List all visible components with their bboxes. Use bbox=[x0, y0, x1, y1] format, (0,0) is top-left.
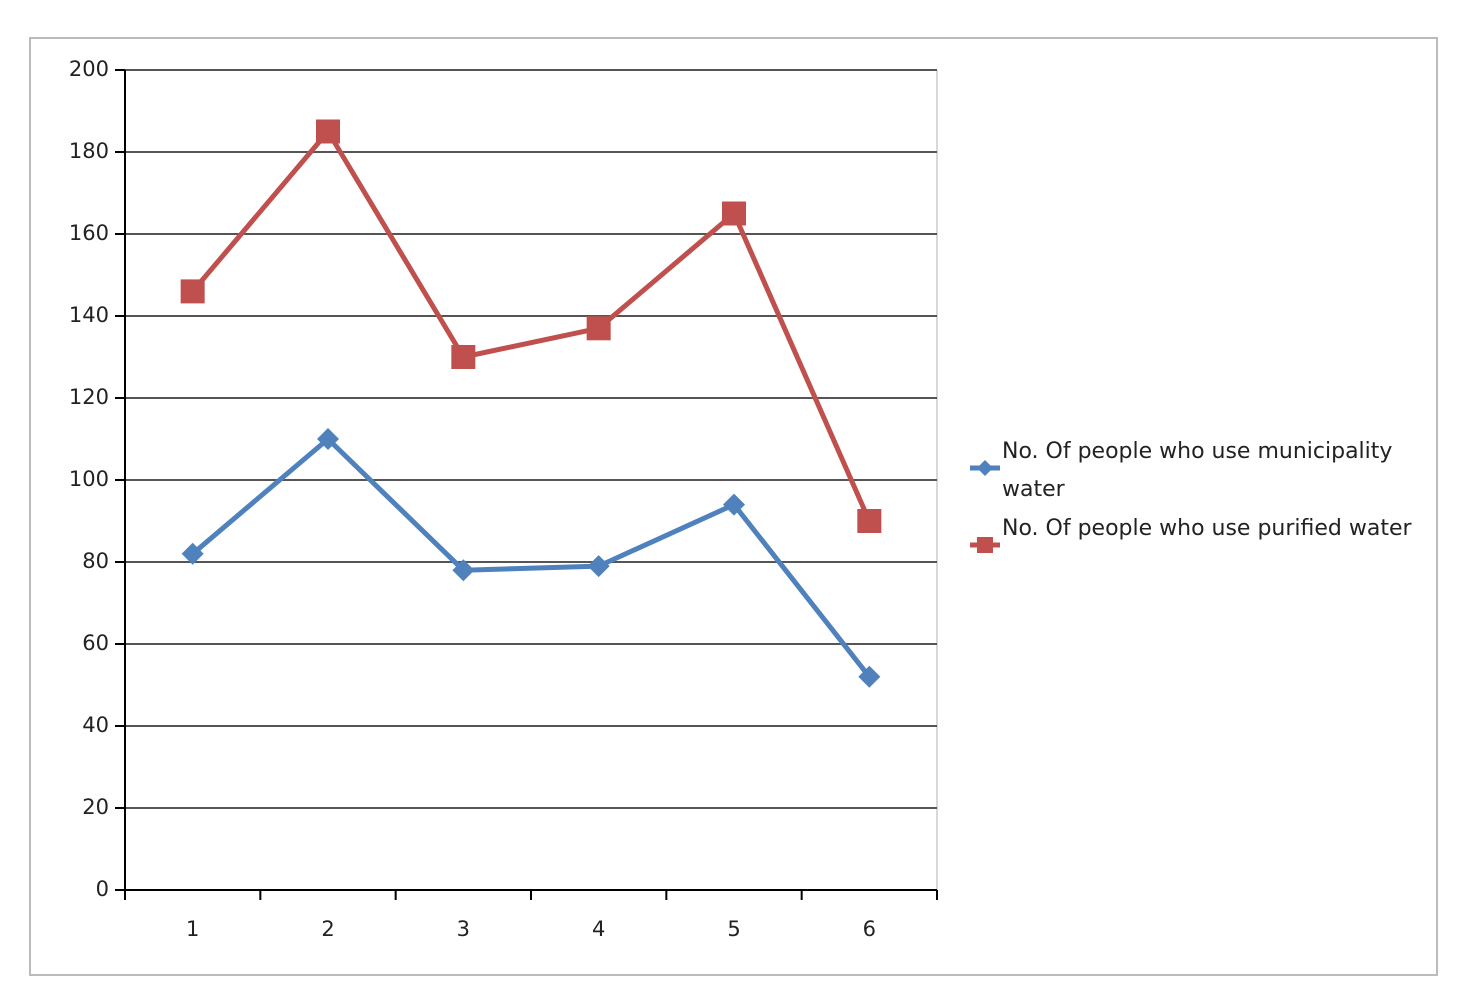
series-line bbox=[191, 436, 872, 679]
data-point bbox=[181, 542, 204, 565]
y-tick-label: 100 bbox=[69, 467, 109, 491]
data-point bbox=[451, 345, 476, 369]
data-point bbox=[586, 316, 611, 341]
data-point bbox=[317, 428, 339, 450]
legend-entry: No. Of people who use municipality water bbox=[1002, 439, 1393, 502]
x-tick-label: 4 bbox=[592, 917, 605, 941]
legend-label: No. Of people who use municipality water bbox=[1002, 439, 1393, 502]
data-point bbox=[723, 493, 745, 516]
y-tick-label: 200 bbox=[69, 57, 109, 81]
data-point bbox=[180, 279, 205, 304]
data-point bbox=[722, 201, 746, 226]
y-tick-label: 160 bbox=[69, 221, 109, 245]
data-point bbox=[587, 555, 610, 578]
data-point bbox=[858, 665, 881, 688]
legend-marker bbox=[977, 460, 993, 476]
data-point bbox=[857, 509, 882, 533]
y-tick-label: 60 bbox=[82, 631, 109, 655]
y-tick-label: 120 bbox=[69, 385, 109, 409]
series-line bbox=[190, 129, 872, 523]
x-tick-label: 3 bbox=[457, 917, 470, 941]
y-tick-label: 20 bbox=[82, 795, 109, 819]
y-tick-label: 0 bbox=[96, 877, 109, 901]
y-tick-label: 180 bbox=[69, 139, 109, 163]
data-point bbox=[452, 559, 475, 582]
x-tick-label: 6 bbox=[863, 917, 876, 941]
x-tick-label: 2 bbox=[321, 917, 334, 941]
y-tick-label: 140 bbox=[69, 303, 109, 327]
data-point bbox=[316, 119, 340, 144]
x-tick-label: 5 bbox=[727, 917, 740, 941]
legend-label: No. Of people who use purified water bbox=[1002, 516, 1412, 541]
x-tick-label: 1 bbox=[186, 917, 199, 941]
legend-entry: No. Of people who use purified water bbox=[1002, 516, 1412, 541]
legend-marker bbox=[977, 537, 993, 553]
y-tick-label: 40 bbox=[82, 713, 109, 737]
y-tick-label: 80 bbox=[82, 549, 109, 573]
